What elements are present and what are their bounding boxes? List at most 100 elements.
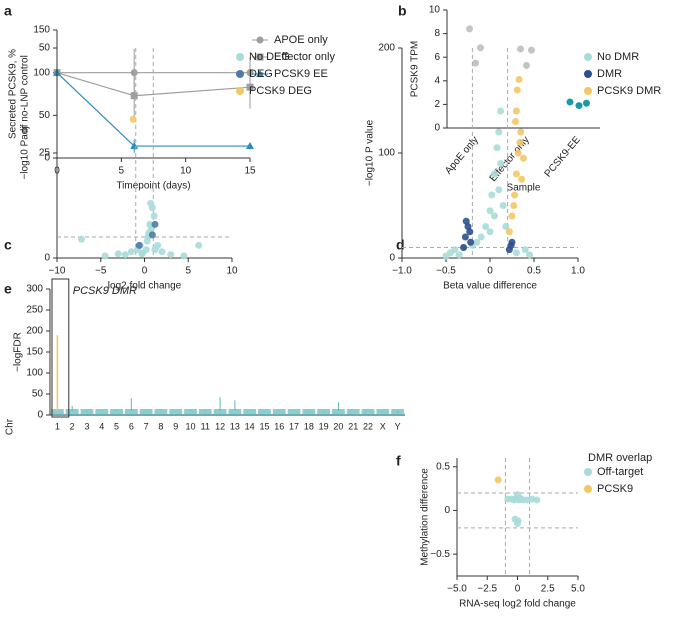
y-tick-label: 0 xyxy=(389,253,395,264)
point xyxy=(516,139,524,146)
y-tick-label: 0 xyxy=(444,505,450,516)
y-tick-label: 100 xyxy=(378,148,395,159)
point xyxy=(195,241,203,249)
legend-marker xyxy=(584,70,592,78)
baseline-band xyxy=(95,409,109,415)
point xyxy=(515,76,523,83)
point xyxy=(518,175,526,183)
x-tick-label: 12 xyxy=(215,421,225,431)
baseline-band xyxy=(361,409,375,415)
y-tick-label: 50 xyxy=(39,110,51,121)
point xyxy=(516,494,524,502)
point xyxy=(512,170,520,178)
point xyxy=(451,246,459,254)
x-tick-label: PCSK9-EE xyxy=(543,134,583,179)
point xyxy=(127,248,135,256)
point xyxy=(510,202,518,209)
y-axis-label: −log10 P value xyxy=(365,119,376,186)
y-tick-label: 50 xyxy=(39,43,51,54)
legend-label: No DEG xyxy=(249,51,290,63)
panel-label: b xyxy=(398,3,407,19)
point xyxy=(472,59,479,67)
point xyxy=(151,220,159,228)
x-tick-label: 9 xyxy=(173,421,178,431)
legend-label: PCSK9 DMR xyxy=(597,85,661,97)
y-axis-label: Methylation difference xyxy=(420,468,431,566)
point xyxy=(514,149,522,157)
legend-marker xyxy=(236,53,244,61)
y-tick-label: 0 xyxy=(434,123,440,134)
point xyxy=(129,115,137,123)
baseline-band xyxy=(376,409,390,415)
x-tick-label: 20 xyxy=(333,421,343,431)
x-tick-label: Y xyxy=(395,421,401,431)
y-axis-label: −logFDR xyxy=(13,332,24,372)
y-tick-label: 2 xyxy=(434,99,440,110)
x-tick-label: 5 xyxy=(185,266,191,277)
point xyxy=(495,186,503,194)
x-tick-label: −5 xyxy=(95,266,107,277)
x-tick-label: 7 xyxy=(144,421,149,431)
highlight-box xyxy=(51,278,70,418)
x-tick-label: 8 xyxy=(158,421,163,431)
point xyxy=(490,212,498,220)
baseline-band xyxy=(198,409,212,415)
point xyxy=(101,252,109,260)
legend-label: DEG xyxy=(249,68,273,80)
baseline-band xyxy=(169,409,183,415)
point xyxy=(114,250,122,258)
point xyxy=(246,83,254,91)
x-tick-label: 17 xyxy=(289,421,299,431)
baseline-band xyxy=(272,409,286,415)
y-tick-label: 0 xyxy=(37,410,43,421)
legend-marker xyxy=(256,53,264,61)
point xyxy=(517,45,524,53)
x-tick-label: X xyxy=(380,421,386,431)
legend-label: Effector only xyxy=(274,51,335,63)
point xyxy=(533,496,541,504)
legend-marker xyxy=(256,36,264,44)
legend-marker xyxy=(256,70,264,77)
legend-label: PCSK9 DEG xyxy=(249,85,312,97)
y-tick-label: 100 xyxy=(33,67,50,78)
point xyxy=(566,98,574,106)
point xyxy=(466,228,474,236)
point xyxy=(513,86,521,94)
panel-label: f xyxy=(396,453,401,469)
point xyxy=(148,204,156,212)
y-tick-label: 0 xyxy=(44,153,50,164)
legend-marker xyxy=(584,87,592,95)
x-axis-label: log2 fold change xyxy=(108,281,182,292)
y-axis-label: −log10 Padj xyxy=(20,126,31,179)
y-tick-label: 8 xyxy=(434,28,440,39)
x-tick-label: 14 xyxy=(245,421,255,431)
x-tick-label: −5.0 xyxy=(447,584,467,595)
point xyxy=(493,144,501,152)
point xyxy=(512,118,520,125)
y-tick-label: 25 xyxy=(39,148,51,159)
point xyxy=(502,223,510,230)
point xyxy=(482,223,490,230)
x-tick-label: 10 xyxy=(180,166,192,177)
point xyxy=(488,191,496,199)
x-tick-label: 4 xyxy=(99,421,104,431)
x-tick-label: 19 xyxy=(319,421,329,431)
legend-label: PCSK9 xyxy=(597,483,633,495)
y-tick-label: 100 xyxy=(26,368,43,379)
y-tick-label: 4 xyxy=(434,75,440,86)
panel-label: d xyxy=(396,237,405,253)
x-tick-label: 16 xyxy=(274,421,284,431)
x-tick-label: 1.0 xyxy=(571,266,585,277)
x-tick-label: 15 xyxy=(244,166,256,177)
legend-label: Off-target xyxy=(597,466,643,478)
y-tick-label: 200 xyxy=(378,43,395,54)
y-tick-label: 150 xyxy=(33,25,50,36)
x-tick-label: 2.5 xyxy=(541,584,555,595)
x-tick-label: 6 xyxy=(129,421,134,431)
x-axis-label: Beta value difference xyxy=(443,281,537,292)
legend-marker xyxy=(584,53,592,61)
point xyxy=(523,61,530,69)
point xyxy=(490,170,498,178)
